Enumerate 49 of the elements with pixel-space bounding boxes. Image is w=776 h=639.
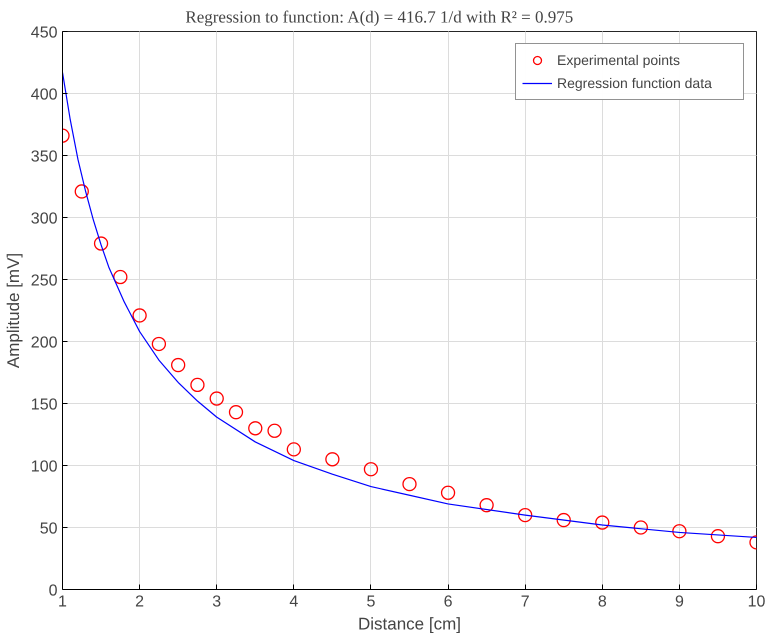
point <box>479 498 494 512</box>
point <box>248 421 262 436</box>
x-tick-label: 8 <box>598 594 607 610</box>
y-tick-label: 200 <box>30 334 58 352</box>
point <box>402 476 417 492</box>
y-tick-label: 100 <box>30 458 58 476</box>
x-tick-label: 5 <box>366 594 376 610</box>
x-tick-label: 6 <box>444 594 453 610</box>
legend-label: Experimental points <box>557 52 681 68</box>
y-tick-label: 0 <box>48 582 58 600</box>
x-tick-label: 1 <box>58 594 68 610</box>
x-tick-label: 2 <box>135 594 144 610</box>
point <box>710 529 726 544</box>
x-tick-label: 10 <box>748 594 766 610</box>
point <box>210 391 224 406</box>
point <box>113 270 128 284</box>
point <box>132 308 147 323</box>
point <box>228 405 244 420</box>
y-tick-label: 250 <box>30 272 58 290</box>
point <box>267 424 282 438</box>
x-axis-title: Distance [cm] <box>358 614 461 634</box>
x-tick-label: 3 <box>212 594 222 610</box>
point <box>190 378 205 392</box>
point <box>152 336 166 352</box>
point <box>672 524 687 538</box>
point <box>74 184 89 199</box>
y-tick-label: 450 <box>30 24 58 42</box>
line-series <box>62 72 756 538</box>
x-tick-label: 9 <box>674 594 684 610</box>
point <box>286 442 301 457</box>
point <box>634 520 648 535</box>
y-tick-label: 150 <box>30 396 58 414</box>
y-axis-title: Amplitude [mV] <box>4 252 23 368</box>
point <box>325 452 340 466</box>
point <box>364 462 378 476</box>
point <box>94 236 108 251</box>
point <box>440 486 456 500</box>
point <box>595 515 610 530</box>
x-tick-label: 4 <box>289 594 298 610</box>
y-tick-label: 400 <box>30 86 58 104</box>
point <box>556 512 571 528</box>
y-tick-label: 300 <box>30 210 58 228</box>
y-tick-label: 50 <box>40 520 58 538</box>
y-tick-label: 350 <box>30 148 58 166</box>
legend-label: Regression function data <box>557 75 713 91</box>
point <box>171 358 186 372</box>
x-tick-label: 7 <box>520 594 530 610</box>
point <box>518 508 532 522</box>
chart-title: Regression to function: A(d) = 416.7 1/d with R² = 0.975 <box>185 8 574 26</box>
